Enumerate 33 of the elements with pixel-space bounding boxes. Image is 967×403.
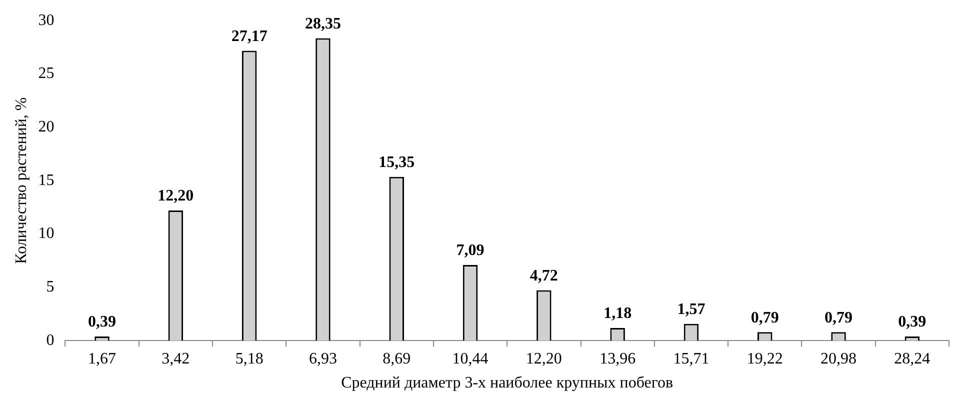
x-tick-label: 15,71 [673, 350, 710, 368]
x-tick-label: 1,67 [88, 350, 116, 368]
x-tick-label: 8,69 [382, 350, 411, 368]
x-tick-label: 5,18 [235, 350, 264, 368]
y-tick-label: 30 [38, 12, 54, 29]
data-label: 1,57 [677, 300, 706, 318]
data-label: 0,79 [824, 309, 853, 326]
data-label: 0,39 [898, 314, 926, 331]
x-tick-label: 28,24 [894, 350, 930, 368]
x-tick-label: 10,44 [452, 350, 488, 368]
data-label: 12,20 [158, 188, 194, 205]
data-label: 4,72 [530, 267, 558, 284]
data-label: 7,09 [456, 242, 484, 260]
x-tick-label: 6,93 [308, 350, 337, 368]
data-label: 27,17 [231, 28, 268, 45]
x-tick-label: 20,98 [820, 350, 857, 368]
data-label: 15,35 [378, 154, 415, 172]
y-tick-label: 10 [38, 225, 54, 242]
x-tick-label: 19,22 [746, 350, 783, 368]
y-tick-label: 0 [46, 332, 54, 349]
y-tick-label: 5 [46, 278, 54, 296]
x-tick-label: 3,42 [162, 350, 190, 368]
data-label: 1,18 [604, 305, 632, 322]
y-axis-title: Количество растений, % [12, 97, 30, 264]
data-label: 0,79 [750, 309, 779, 326]
x-tick-label: 12,20 [526, 350, 562, 368]
data-label: 0,39 [88, 314, 116, 331]
y-tick-label: 15 [38, 172, 54, 189]
x-axis-title: Средний диаметр 3-х наиболее крупных побегов [341, 374, 674, 392]
y-tick-label: 25 [38, 65, 54, 82]
y-tick-label: 20 [38, 118, 54, 136]
x-tick-label: 13,96 [600, 350, 636, 368]
data-label: 28,35 [304, 15, 341, 32]
